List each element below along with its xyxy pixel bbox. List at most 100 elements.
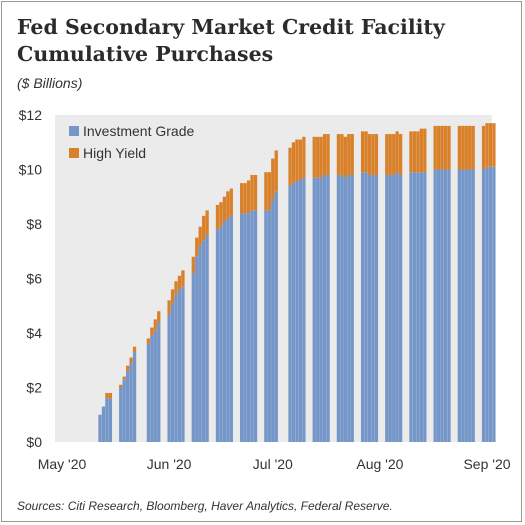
bar-high-yield	[398, 134, 403, 175]
bar-high-yield	[423, 128, 427, 173]
bar-investment-grade	[336, 174, 341, 442]
bar-investment-grade	[253, 210, 258, 443]
bar-investment-grade	[319, 177, 323, 442]
bar-investment-grade	[229, 215, 233, 442]
bar-high-yield	[326, 134, 330, 175]
bar-high-yield	[229, 188, 233, 216]
bar-high-yield	[464, 125, 468, 170]
bar-investment-grade	[485, 166, 489, 442]
bar-investment-grade	[326, 174, 330, 442]
bar-high-yield	[167, 300, 171, 314]
bar-high-yield	[433, 125, 437, 170]
bar-investment-grade	[195, 256, 199, 442]
bar-investment-grade	[412, 172, 417, 442]
bar-high-yield	[191, 256, 195, 274]
x-tick-label: Sep '20	[463, 456, 510, 472]
bar-investment-grade	[350, 174, 354, 442]
bar-investment-grade	[385, 174, 389, 442]
bar-high-yield	[409, 131, 413, 173]
bar-investment-grade	[302, 177, 306, 442]
bar-investment-grade	[240, 213, 244, 442]
bar-high-yield	[485, 123, 489, 167]
bar-investment-grade	[246, 213, 251, 442]
bar-high-yield	[374, 134, 379, 175]
bar-high-yield	[412, 131, 417, 173]
bar-high-yield	[243, 183, 247, 214]
bar-investment-grade	[170, 303, 175, 442]
bar-high-yield	[174, 281, 178, 295]
bar-investment-grade	[374, 174, 379, 442]
bar-high-yield	[395, 131, 399, 173]
bar-high-yield	[457, 125, 462, 170]
bar-high-yield	[291, 142, 296, 184]
bar-investment-grade	[322, 174, 327, 442]
bar-investment-grade	[360, 172, 365, 442]
bar-investment-grade	[105, 398, 109, 442]
bar-high-yield	[364, 131, 368, 173]
bar-high-yield	[388, 134, 392, 175]
y-tick-label: $6	[26, 271, 42, 287]
bar-high-yield	[319, 136, 323, 178]
bar-high-yield	[481, 125, 486, 170]
bar-high-yield	[492, 123, 496, 167]
bar-investment-grade	[392, 174, 396, 442]
bar-investment-grade	[198, 245, 202, 442]
bar-investment-grade	[388, 174, 392, 442]
bar-investment-grade	[122, 379, 126, 442]
bar-investment-grade	[436, 169, 441, 442]
bar-high-yield	[126, 365, 130, 372]
bar-high-yield	[471, 125, 475, 170]
bar-investment-grade	[181, 286, 185, 442]
bar-investment-grade	[295, 180, 299, 442]
bar-investment-grade	[243, 213, 247, 442]
bar-high-yield	[271, 158, 275, 200]
bar-investment-grade	[226, 218, 230, 442]
legend-label: High Yield	[83, 145, 146, 161]
bar-investment-grade	[423, 172, 427, 442]
bar-high-yield	[371, 134, 375, 175]
bar-investment-grade	[464, 169, 468, 442]
chart-title: Fed Secondary Market Credit Facility Cum…	[17, 14, 507, 68]
bar-investment-grade	[150, 335, 154, 442]
bar-high-yield	[322, 134, 327, 175]
y-tick-label: $4	[26, 325, 42, 341]
bar-high-yield	[419, 128, 423, 173]
y-tick-label: $8	[26, 216, 42, 232]
bar-high-yield	[150, 327, 154, 336]
x-tick-label: May '20	[38, 456, 87, 472]
x-tick-label: Aug '20	[356, 456, 403, 472]
bar-investment-grade	[167, 313, 171, 442]
bar-high-yield	[416, 131, 420, 173]
bar-high-yield	[250, 174, 254, 211]
bar-investment-grade	[443, 169, 448, 442]
y-tick-label: $12	[19, 107, 43, 123]
bar-high-yield	[198, 226, 202, 246]
x-tick-label: Jul '20	[253, 456, 293, 472]
bar-high-yield	[157, 311, 161, 323]
bar-high-yield	[347, 134, 351, 175]
bar-high-yield	[202, 215, 206, 241]
bar-investment-grade	[271, 199, 275, 442]
bar-high-yield	[436, 125, 441, 170]
bar-investment-grade	[153, 330, 157, 442]
bar-high-yield	[468, 125, 472, 170]
legend-swatch	[69, 126, 79, 136]
bar-group	[98, 123, 496, 443]
bar-investment-grade	[312, 177, 316, 442]
bar-high-yield	[119, 384, 123, 388]
bar-high-yield	[132, 346, 137, 353]
bar-investment-grade	[291, 183, 296, 443]
bar-investment-grade	[264, 210, 268, 443]
x-tick-label: Jun '20	[147, 456, 192, 472]
bar-high-yield	[488, 123, 493, 167]
bar-high-yield	[219, 202, 223, 227]
bar-investment-grade	[298, 180, 303, 442]
bar-high-yield	[392, 134, 396, 175]
bar-investment-grade	[398, 174, 403, 442]
bar-investment-grade	[395, 172, 399, 442]
bar-investment-grade	[343, 177, 347, 442]
bar-high-yield	[153, 319, 157, 331]
bar-high-yield	[226, 191, 230, 219]
bar-investment-grade	[340, 174, 344, 442]
